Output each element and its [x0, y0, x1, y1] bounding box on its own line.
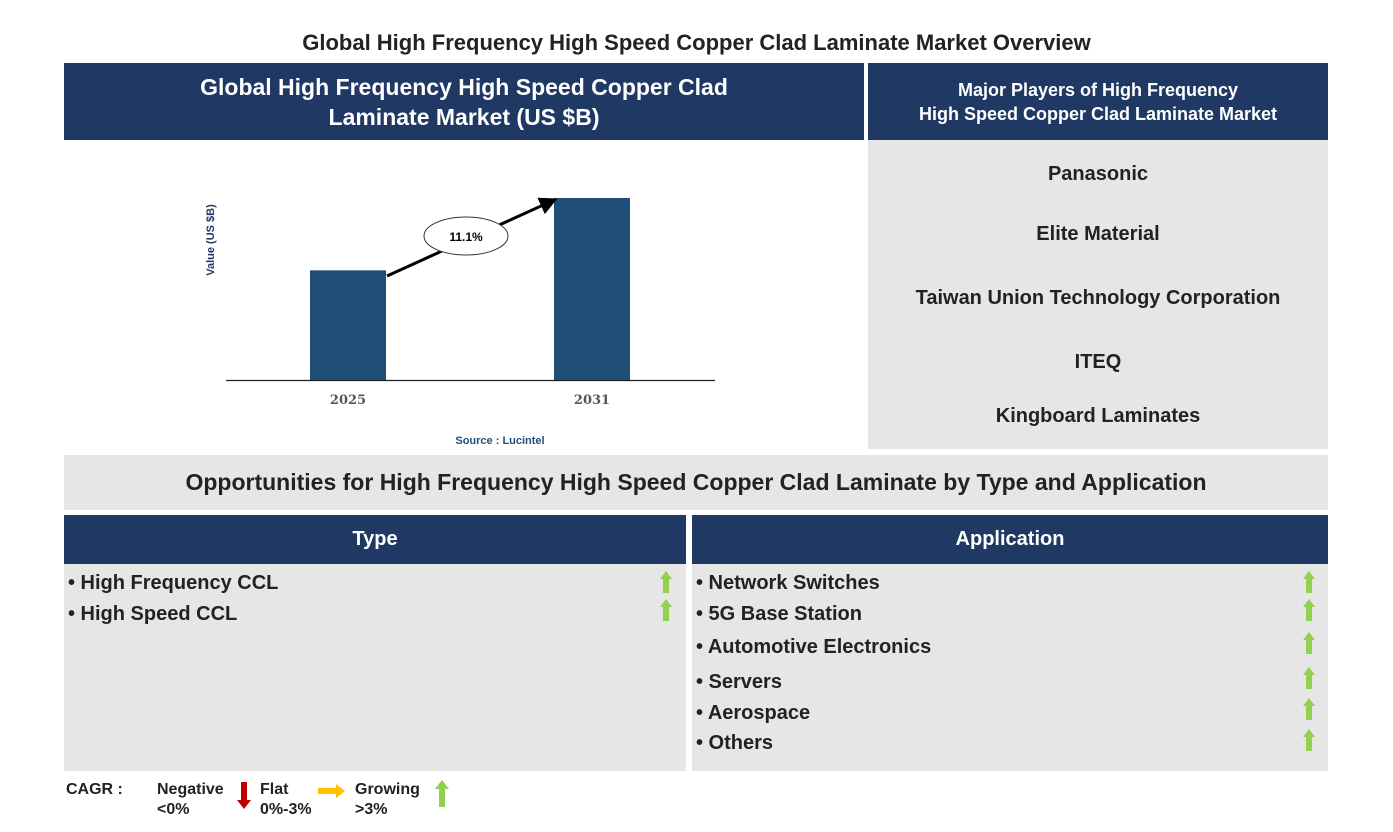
source-label: Source : Lucintel [455, 435, 544, 447]
legend-growing-range: >3% [355, 801, 388, 818]
application-item: • Automotive Electronics [696, 636, 932, 658]
player-item: ITEQ [1074, 351, 1122, 373]
down-arrow-icon [237, 782, 251, 809]
legend-negative: Negative <0% [157, 780, 224, 820]
legend-growing: Growing >3% [355, 780, 420, 820]
y-axis-label: Value (US $B) [205, 204, 217, 276]
players-title-1: Major Players of High Frequency [957, 79, 1239, 100]
up-arrow-icon [660, 599, 672, 621]
up-arrow-icon [1303, 729, 1315, 751]
player-item: Taiwan Union Technology Corporation [915, 287, 1281, 309]
up-arrow-icon [660, 571, 672, 593]
application-header: Application [692, 515, 1328, 564]
player-item: Kingboard Laminates [995, 405, 1201, 427]
legend-flat: Flat 0%-3% [260, 780, 312, 820]
player-item: Elite Material [1036, 223, 1160, 245]
type-item: • High Speed CCL [68, 603, 238, 625]
legend-flat-range: 0%-3% [260, 801, 312, 818]
up-arrow-icon [1303, 698, 1315, 720]
x-tick-label: 2031 [574, 393, 610, 408]
bar-2031 [554, 198, 630, 380]
player-item: Panasonic [1047, 163, 1149, 185]
legend-flat-label: Flat [260, 781, 289, 798]
type-header: Type [64, 515, 686, 564]
chart-panel-title: Global High Frequency High Speed Copper … [64, 63, 864, 140]
cagr-label: 11.1% [449, 230, 483, 244]
up-arrow-icon [435, 780, 449, 807]
application-item: • Servers [696, 671, 782, 693]
players-panel [868, 140, 1328, 449]
application-item: • Others [696, 732, 774, 754]
bar-chart: Value (US $B) 2025 2031 11.1% Source : Lu… [205, 197, 715, 447]
page-title: Global High Frequency High Speed Copper … [302, 30, 1091, 55]
legend-growing-label: Growing [355, 781, 420, 798]
legend-label: CAGR : [66, 781, 123, 798]
type-item: • High Frequency CCL [68, 572, 279, 594]
up-arrow-icon [1303, 599, 1315, 621]
x-tick-label: 2025 [330, 393, 366, 408]
right-arrow-icon [318, 784, 345, 798]
players-header: Major Players of High Frequency High Spe… [868, 63, 1328, 140]
type-panel [64, 564, 686, 771]
opportunities-title: Opportunities for High Frequency High Sp… [64, 455, 1328, 510]
up-arrow-icon [1303, 571, 1315, 593]
application-item: • Network Switches [696, 572, 880, 594]
bar-2025 [310, 270, 386, 380]
application-panel [692, 564, 1328, 771]
legend-negative-label: Negative [157, 781, 224, 798]
application-item: • 5G Base Station [696, 603, 862, 625]
cagr-bubble [423, 216, 509, 256]
up-arrow-icon [1303, 667, 1315, 689]
players-title-2: High Speed Copper Clad Laminate Market [918, 103, 1278, 124]
up-arrow-icon [1303, 632, 1315, 654]
application-item: • Aerospace [696, 702, 811, 724]
legend-negative-range: <0% [157, 801, 190, 818]
